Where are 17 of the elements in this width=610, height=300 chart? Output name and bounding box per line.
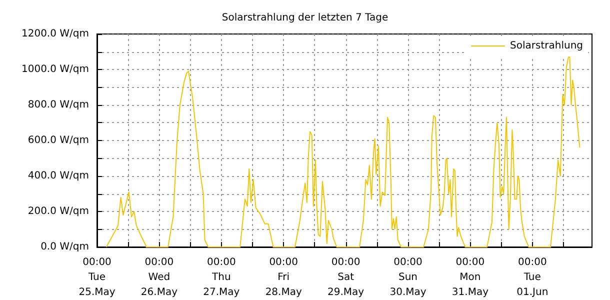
legend-label: Solarstrahlung [510,40,584,52]
y-tick-label: 200.0 W/qm [28,206,89,217]
x-tick-label: 00:00 Thu 27.May [203,257,240,298]
y-tick-label: 1000.0 W/qm [21,64,89,75]
x-tick-label: 00:00 Wed 26.May [140,257,178,298]
y-tick-label: 600.0 W/qm [28,135,89,146]
y-tick-label: 800.0 W/qm [28,100,89,110]
x-tick-label: 00:00 Tue 25.May [78,257,116,298]
x-tick-label: 00:00 Fri 28.May [265,257,302,298]
y-tick-label: 0.0 W/qm [40,242,89,252]
y-tick-label: 400.0 W/qm [28,170,89,182]
x-tick-label: 00:00 Sat 29.May [328,257,364,298]
x-tick-label: 00:00 Mon 31.May [452,257,489,298]
x-tick-label: 00:00 Sun 30.May [390,257,426,298]
chart-title: Solarstrahlung der letzten 7 Tage [222,12,388,24]
x-tick-label: 00:00 Tue 01.Jun [516,257,548,298]
y-tick-label: 1200.0 W/qm [21,28,89,40]
